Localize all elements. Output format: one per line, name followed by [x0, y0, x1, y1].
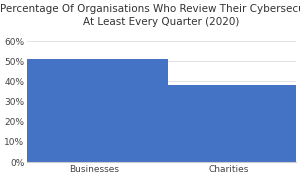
- Bar: [20, 59, 168, 162]
- Title: Percentage Of Organisations Who Review Their Cybersecurity
At Least Every Quarte: Percentage Of Organisations Who Review T…: [0, 4, 300, 27]
- Bar: [155, 85, 300, 162]
